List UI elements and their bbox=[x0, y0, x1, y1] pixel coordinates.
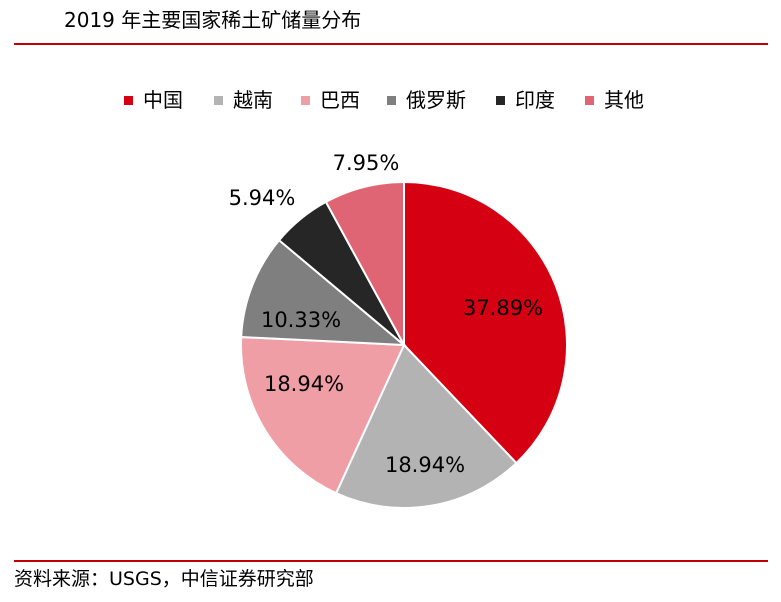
legend-label-india: 印度 bbox=[515, 88, 555, 112]
pie-slices bbox=[240, 180, 568, 509]
source-note: 资料来源：USGS，中信证券研究部 bbox=[14, 568, 314, 590]
slice-russia bbox=[240, 238, 407, 347]
legend-item-brazil: 巴西 bbox=[301, 86, 360, 114]
legend-swatch-vietnam bbox=[214, 95, 223, 105]
slice-label-brazil: 18.94% bbox=[264, 372, 344, 396]
chart-legend: 中国 越南 巴西 俄罗斯 印度 其他 bbox=[0, 86, 781, 114]
legend-swatch-china bbox=[124, 95, 133, 105]
legend-swatch-russia bbox=[387, 95, 396, 105]
legend-swatch-india bbox=[496, 95, 505, 105]
slice-china bbox=[403, 180, 568, 465]
legend-label-china: 中国 bbox=[143, 88, 183, 112]
title-underline bbox=[14, 43, 768, 45]
footer-rule bbox=[14, 560, 768, 562]
slice-other bbox=[324, 180, 405, 346]
legend-item-russia: 俄罗斯 bbox=[387, 86, 466, 114]
slice-label-other: 7.95% bbox=[333, 151, 400, 175]
pie-labels: 37.89% 18.94% 18.94% 10.33% 5.94% 7.95% bbox=[229, 151, 543, 477]
legend-label-vietnam: 越南 bbox=[233, 88, 273, 112]
legend-label-brazil: 巴西 bbox=[320, 88, 360, 112]
legend-label-other: 其他 bbox=[604, 88, 644, 112]
legend-swatch-other bbox=[585, 95, 594, 105]
slice-label-china: 37.89% bbox=[463, 296, 543, 320]
legend-item-other: 其他 bbox=[585, 86, 644, 114]
legend-label-russia: 俄罗斯 bbox=[406, 88, 466, 112]
legend-item-india: 印度 bbox=[496, 86, 555, 114]
slice-label-india: 5.94% bbox=[229, 186, 296, 210]
slice-brazil bbox=[240, 335, 406, 495]
legend-swatch-brazil bbox=[301, 95, 310, 105]
chart-title: 2019 年主要国家稀土矿储量分布 bbox=[64, 8, 362, 32]
slice-label-russia: 10.33% bbox=[261, 308, 341, 332]
slice-vietnam bbox=[334, 343, 518, 509]
legend-item-vietnam: 越南 bbox=[214, 86, 273, 114]
legend-item-china: 中国 bbox=[124, 86, 183, 114]
slice-label-vietnam: 18.94% bbox=[385, 453, 465, 477]
